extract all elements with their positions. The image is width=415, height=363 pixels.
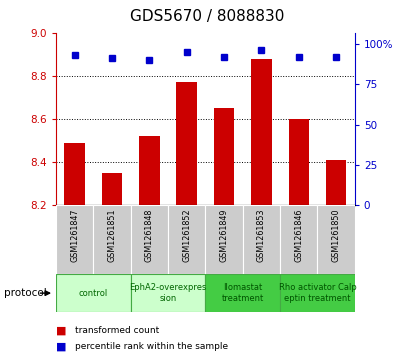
Text: transformed count: transformed count bbox=[75, 326, 159, 335]
Text: protocol: protocol bbox=[4, 288, 47, 298]
Bar bbox=[214, 108, 234, 205]
Bar bbox=[56, 274, 131, 312]
Text: EphA2-overexpres
sion: EphA2-overexpres sion bbox=[129, 284, 207, 303]
Bar bbox=[176, 82, 197, 205]
Bar bbox=[205, 274, 280, 312]
Bar bbox=[205, 205, 243, 274]
Text: GSM1261849: GSM1261849 bbox=[220, 208, 229, 262]
Bar bbox=[64, 143, 85, 205]
Bar bbox=[288, 119, 309, 205]
Text: Rho activator Calp
eptin treatment: Rho activator Calp eptin treatment bbox=[278, 284, 356, 303]
Text: percentile rank within the sample: percentile rank within the sample bbox=[75, 342, 228, 351]
Bar bbox=[131, 205, 168, 274]
Text: GSM1261852: GSM1261852 bbox=[182, 208, 191, 262]
Text: GDS5670 / 8088830: GDS5670 / 8088830 bbox=[130, 9, 285, 24]
Bar bbox=[280, 205, 317, 274]
Text: Ilomastat
treatment: Ilomastat treatment bbox=[222, 284, 264, 303]
Text: GSM1261853: GSM1261853 bbox=[257, 208, 266, 262]
Text: GSM1261846: GSM1261846 bbox=[294, 208, 303, 262]
Bar bbox=[280, 274, 355, 312]
Bar bbox=[56, 205, 93, 274]
Text: GSM1261848: GSM1261848 bbox=[145, 208, 154, 262]
Bar bbox=[102, 173, 122, 205]
Bar bbox=[139, 136, 160, 205]
Bar bbox=[326, 160, 347, 205]
Text: GSM1261851: GSM1261851 bbox=[107, 208, 117, 262]
Bar bbox=[251, 58, 272, 205]
Bar bbox=[243, 205, 280, 274]
Text: ■: ■ bbox=[56, 342, 66, 352]
Bar bbox=[168, 205, 205, 274]
Bar bbox=[93, 205, 131, 274]
Text: GSM1261847: GSM1261847 bbox=[70, 208, 79, 262]
Text: GSM1261850: GSM1261850 bbox=[332, 208, 341, 262]
Bar bbox=[131, 274, 205, 312]
Text: control: control bbox=[79, 289, 108, 298]
Bar bbox=[317, 205, 355, 274]
Text: ■: ■ bbox=[56, 325, 66, 335]
